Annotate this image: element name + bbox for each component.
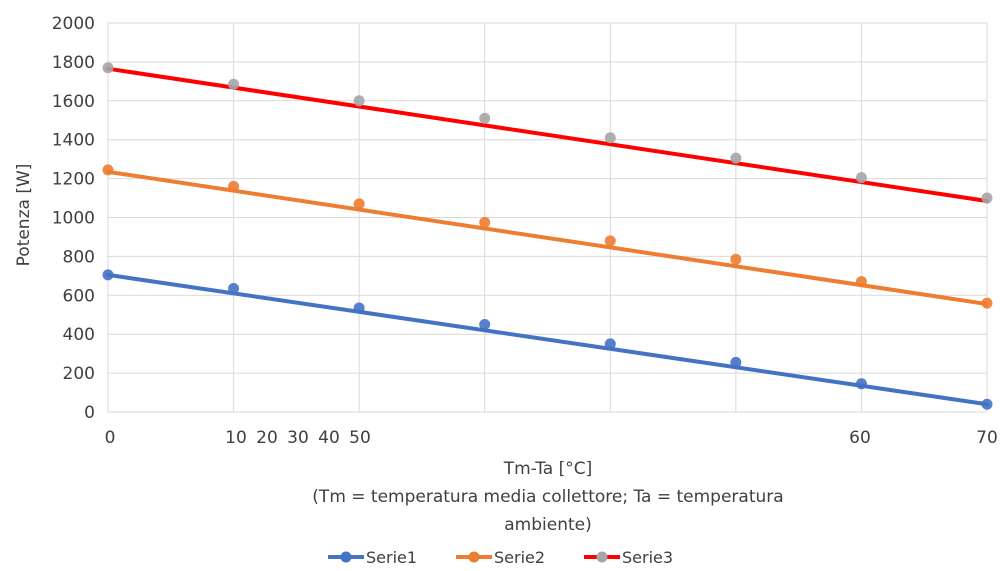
x-tick-label: 10: [225, 428, 247, 448]
data-point-serie3: [730, 152, 742, 164]
x-axis-ticks: 0 10 20 30 40 50 60 70: [105, 428, 998, 448]
x-tick-label: 50: [349, 428, 371, 448]
y-tick-label: 1600: [52, 92, 95, 112]
y-tick-label: 1000: [52, 209, 95, 229]
y-tick-label: 800: [63, 247, 95, 267]
x-tick-label: 40: [318, 428, 340, 448]
data-point-serie2: [479, 216, 491, 228]
y-tick-label: 600: [63, 286, 95, 306]
x-tick-label: 70: [976, 428, 998, 448]
x-tick-label: 20: [256, 428, 278, 448]
data-point-serie3: [604, 132, 616, 144]
data-point-serie2: [353, 198, 365, 210]
data-point-serie2: [102, 164, 114, 176]
series-lines: [106, 66, 989, 407]
legend-marker-serie1: [340, 551, 352, 563]
data-point-serie1: [228, 282, 240, 294]
data-point-serie3: [228, 78, 240, 90]
x-axis-title: Tm-Ta [°C] (Tm = temperatura media colle…: [312, 459, 783, 535]
data-point-serie3: [353, 95, 365, 107]
x-axis-title-line-3: ambiente): [504, 515, 591, 535]
data-point-serie3: [855, 172, 867, 184]
legend: Serie1 Serie2 Serie3: [328, 548, 673, 567]
y-tick-label: 1400: [52, 131, 95, 151]
x-axis-title-line-1: Tm-Ta [°C]: [503, 459, 593, 479]
data-point-serie3: [981, 192, 993, 204]
data-point-serie1: [981, 398, 993, 410]
y-axis-ticks: 0 200 400 600 800 1000 1200 1400 1600 1800 2000: [52, 14, 95, 423]
y-tick-label: 1800: [52, 53, 95, 73]
data-point-serie2: [730, 253, 742, 265]
legend-label-serie2: Serie2: [494, 548, 545, 567]
legend-label-serie1: Serie1: [366, 548, 417, 567]
y-axis-title: Potenza [W]: [14, 164, 34, 267]
y-tick-label: 0: [84, 403, 95, 423]
x-axis-title-line-2: (Tm = temperatura media collettore; Ta =…: [312, 487, 783, 507]
data-point-serie1: [353, 302, 365, 314]
data-point-serie3: [479, 112, 491, 124]
data-point-serie2: [981, 297, 993, 309]
x-tick-label: 0: [105, 428, 116, 448]
series-points: [102, 62, 993, 410]
grid: [107, 22, 988, 413]
data-point-serie3: [102, 62, 114, 74]
data-point-serie1: [479, 318, 491, 330]
series-line-serie3: [106, 66, 989, 203]
data-point-serie1: [855, 378, 867, 390]
series-line-serie1: [106, 272, 989, 407]
data-point-serie2: [855, 276, 867, 288]
y-tick-label: 1200: [52, 170, 95, 190]
data-point-serie1: [730, 356, 742, 368]
data-point-serie2: [604, 235, 616, 247]
y-tick-label: 400: [63, 325, 95, 345]
y-tick-label: 2000: [52, 14, 95, 34]
legend-marker-serie3: [596, 551, 608, 563]
data-point-serie1: [102, 269, 114, 281]
legend-label-serie3: Serie3: [622, 548, 673, 567]
series-line-serie2: [106, 169, 989, 307]
data-point-serie1: [604, 338, 616, 350]
data-point-serie2: [228, 180, 240, 192]
y-tick-label: 200: [63, 364, 95, 384]
legend-marker-serie2: [468, 551, 480, 563]
x-tick-label: 30: [287, 428, 309, 448]
x-tick-label: 60: [849, 428, 871, 448]
